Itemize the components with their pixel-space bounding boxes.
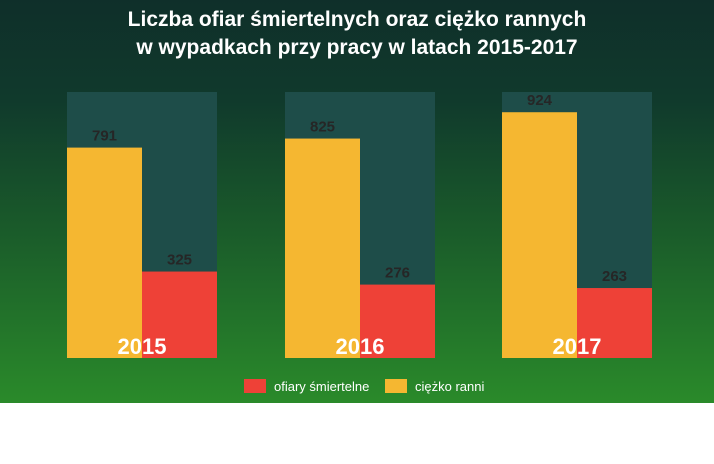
legend-swatch-fatalities [244,379,266,393]
bar-seriously-injured-2016 [285,138,360,358]
legend-label-seriously-injured: ciężko ranni [415,378,485,394]
chart-area: Liczba ofiar śmiertelnych oraz ciężko ra… [0,0,714,403]
category-label-2015: 2015 [118,334,167,359]
value-label-seriously-injured-2015: 791 [92,128,117,145]
value-label-fatalities-2016: 276 [385,265,410,282]
category-label-2016: 2016 [336,334,385,359]
value-label-fatalities-2017: 263 [602,268,627,285]
legend-swatch-seriously-injured [385,379,407,393]
value-label-seriously-injured-2016: 825 [310,119,335,136]
value-label-seriously-injured-2017: 924 [527,92,553,109]
bar-seriously-injured-2015 [67,147,142,358]
bar-seriously-injured-2017 [502,112,577,358]
category-label-2017: 2017 [553,334,602,359]
bar-fatalities-2017 [577,288,652,358]
legend-item-seriously-injured: ciężko ranni [385,378,484,394]
legend-item-fatalities: ofiary śmiertelne [244,378,369,394]
chart-title-line-2: w wypadkach przy pracy w latach 2015-201… [136,36,578,59]
bar-fatalities-2016 [360,284,435,358]
chart-title-line-1: Liczba ofiar śmiertelnych oraz ciężko ra… [127,8,587,31]
value-label-fatalities-2015: 325 [167,252,192,269]
bar-plot: 791 325 2015 825 276 2016 924 263 2017 [67,92,652,359]
bar-fatalities-2015 [142,271,217,358]
legend-label-fatalities: ofiary śmiertelne [274,378,370,394]
